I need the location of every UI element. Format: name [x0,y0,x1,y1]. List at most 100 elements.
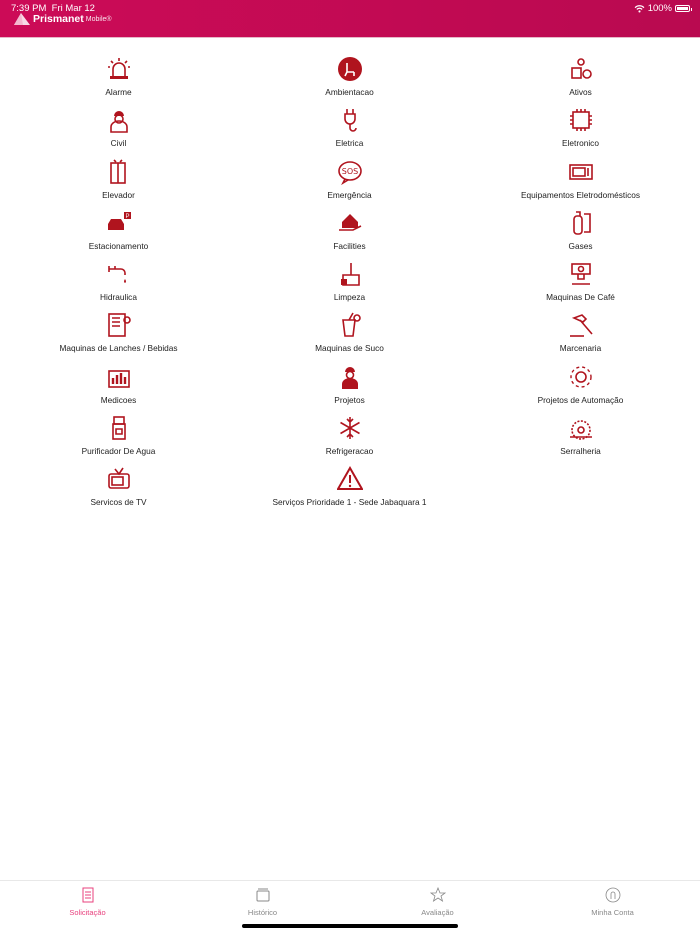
category-label: Alarme [105,87,132,97]
category-label: Eletrica [335,138,364,149]
category-item[interactable]: Gases [465,210,696,261]
user-icon [605,887,620,903]
category-item[interactable]: Civil [3,107,234,158]
faucet-icon [107,266,126,284]
category-item[interactable]: Marcenaria [465,312,696,363]
category-item[interactable]: Ativos [465,56,696,107]
water-purifier-icon [111,416,126,440]
date: Fri Mar 12 [51,3,95,14]
category-label: Limpeza [333,292,366,303]
category-label: Civil [110,138,127,149]
meter-icon [107,369,130,388]
category-label: Hidraulica [100,292,137,303]
gas-cylinder-icon [572,211,591,235]
category-label: Facilities [333,240,366,251]
category-label: Elevador [102,189,135,200]
alarm-icon [107,58,130,79]
category-label: Serralheria [560,446,601,457]
category-item[interactable]: Alarme [3,56,234,107]
category-item[interactable]: Maquinas De Café [465,261,696,312]
snowflake-icon [339,417,360,440]
chair-icon [337,57,362,81]
tv-icon [107,467,130,490]
saw-icon [569,420,592,440]
category-item[interactable]: Refrigeracao [234,415,465,466]
cleaning-icon [340,263,360,286]
category-item[interactable]: Eletrica [234,107,465,158]
tab-folder[interactable]: Histórico [175,881,350,934]
tab-label: Histórico [247,908,278,917]
brand-suffix: Mobile® [85,15,112,23]
battery-icon [675,5,692,12]
category-item[interactable]: Maquinas de Lanches / Bebidas [3,312,234,363]
category-item[interactable]: Purificador De Agua [3,415,234,466]
brand-name: Prismanet [33,13,84,25]
category-label: Gases [568,240,593,251]
category-item[interactable]: Projetos de Automação [465,364,696,415]
sos-icon: SOS [337,160,362,185]
plug-icon [343,109,357,133]
house-hand-icon [338,213,361,231]
category-item[interactable]: Medicoes [3,364,234,415]
app-header: 7:39 PM Fri Mar 12 100% Prismanet Mobile® [0,0,700,38]
category-label: Eletronico [562,138,599,149]
category-item[interactable]: SOS Emergência [234,159,465,210]
star-icon [429,887,446,902]
automation-gear-icon [569,366,592,388]
category-item[interactable]: Equipamentos Eletrodomésticos [465,159,696,210]
category-label: Equipamentos Eletrodomésticos [521,189,640,200]
prismanet-logo-icon [14,13,30,25]
category-item[interactable]: Limpeza [234,261,465,312]
parking-icon: P [107,211,131,230]
category-label: Maquinas de Suco [315,343,384,354]
category-label: Maquinas De Café [546,292,615,303]
svg-text:SOS: SOS [341,167,357,176]
category-label: Purificador De Agua [81,446,156,457]
elevator-icon [109,159,126,184]
battery-percent: 100% [647,3,672,14]
vending-machine-icon [107,313,131,338]
category-label: Emergência [327,189,372,200]
category-item[interactable]: Elevador [3,159,234,210]
category-item[interactable]: Projetos [234,364,465,415]
category-item[interactable]: Serralheria [465,415,696,466]
juice-icon [341,313,361,338]
category-label: Projetos de Automação [537,394,624,405]
coffee-machine-icon [570,263,591,285]
tab-star[interactable]: Avaliação [350,881,525,934]
tab-label: Solicitação [69,908,106,917]
category-label: Medicoes [100,394,137,405]
time: 7:39 PM [11,3,47,14]
worker-icon [109,111,128,134]
category-label: Ativos [569,87,592,97]
category-item[interactable]: P Estacionamento [3,210,234,261]
document-icon [82,887,93,903]
category-item[interactable]: Servicos de TV [3,466,234,517]
tab-label: Minha Conta [591,908,634,917]
category-item[interactable]: Facilities [234,210,465,261]
status-time: 7:39 PM Fri Mar 12 [11,3,95,14]
category-label: Marcenaria [559,343,602,354]
tab-label: Avaliação [421,908,454,917]
category-item[interactable]: Hidraulica [3,261,234,312]
chip-icon [569,109,592,132]
category-label: Ambientacao [325,87,374,97]
category-label: Estacionamento [88,240,149,251]
category-label: Refrigeracao [325,446,374,457]
category-item[interactable]: Ambientacao [234,56,465,107]
tab-user[interactable]: Minha Conta [525,881,700,934]
category-item[interactable]: Maquinas de Suco [234,312,465,363]
category-label: Projetos [334,394,365,405]
warning-icon [336,466,363,491]
home-indicator[interactable] [242,924,458,928]
category-grid: Alarme Ambientacao Ativos Civil Eletrica Elet… [0,56,700,518]
tab-document[interactable]: Solicitação [0,881,175,934]
svg-text:P: P [125,214,129,220]
category-item[interactable]: Eletronico [465,107,696,158]
engineer-icon [341,366,358,389]
hammer-icon [569,314,593,338]
category-label: Servicos de TV [90,497,147,508]
category-item[interactable]: Serviços Prioridade 1 - Sede Jabaquara 1 [234,466,465,517]
microwave-icon [568,163,593,180]
wifi-icon [634,4,645,13]
